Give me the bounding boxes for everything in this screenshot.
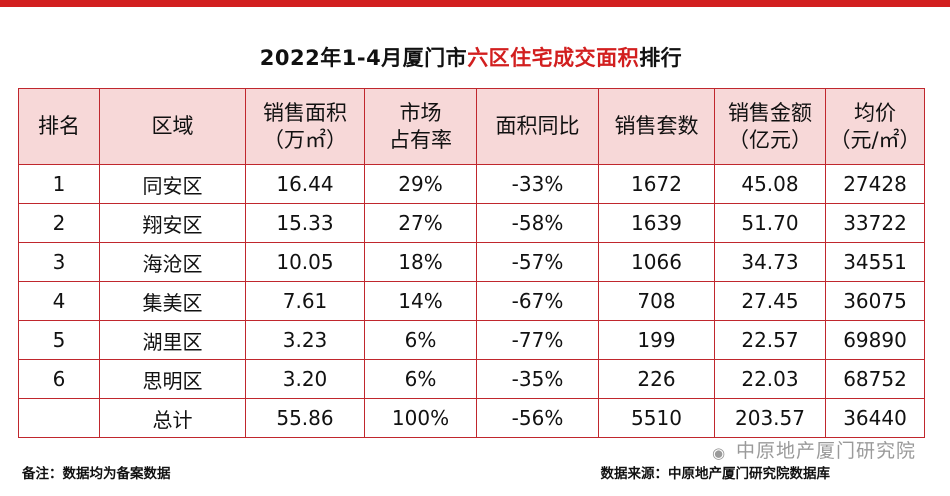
header-cell: 销售金额 （亿元） (714, 88, 826, 165)
table-cell: 226 (598, 359, 715, 399)
table-cell: 思明区 (99, 359, 246, 399)
table-cell: 22.03 (714, 359, 826, 399)
table-body: 1 同安区 16.44 29% -33% 1672 45.08 27428 2 翔安区 15.33 2… (18, 164, 925, 438)
table-cell: 69890 (825, 320, 925, 360)
table-row: 4 集美区 7.61 14% -67% 708 27.45 36075 (18, 281, 925, 321)
table-cell: 海沧区 (99, 242, 246, 282)
table-cell: -33% (476, 164, 599, 204)
header-label: 销售面积 (263, 100, 347, 125)
table-cell: 36440 (825, 398, 925, 438)
table-cell: -58% (476, 203, 599, 243)
table-cell (18, 398, 100, 438)
table-cell: 1672 (598, 164, 715, 204)
table-row: 6 思明区 3.20 6% -35% 226 22.03 68752 (18, 359, 925, 399)
table-cell: 34551 (825, 242, 925, 282)
table-cell: 集美区 (99, 281, 246, 321)
header-cell: 均价 （元/㎡） (825, 88, 925, 165)
ranking-table: 排名 区域 销售面积 （万㎡） 市场 占有率 面积同比 销售套数 销售金额 （亿元） 均价 （元/㎡）… (18, 88, 925, 438)
table-cell: -77% (476, 320, 599, 360)
header-cell: 面积同比 (476, 88, 599, 165)
title-suffix: 排行 (639, 46, 683, 70)
table-cell: 3 (18, 242, 100, 282)
table-cell: 10.05 (245, 242, 365, 282)
table-cell: 7.61 (245, 281, 365, 321)
table-row: 总计 55.86 100% -56% 5510 203.57 36440 (18, 398, 925, 438)
header-label: 均价 (854, 100, 896, 125)
table-cell: 27428 (825, 164, 925, 204)
table-cell: 1066 (598, 242, 715, 282)
table-cell: 55.86 (245, 398, 365, 438)
table-cell: 3.23 (245, 320, 365, 360)
table-cell: 1 (18, 164, 100, 204)
header-label: （万㎡） (263, 127, 347, 152)
header-cell: 销售面积 （万㎡） (245, 88, 365, 165)
top-accent-bar (0, 0, 950, 7)
header-cell: 市场 占有率 (364, 88, 477, 165)
title-highlight: 六区住宅成交面积 (467, 46, 640, 70)
table-cell: 16.44 (245, 164, 365, 204)
table-row: 1 同安区 16.44 29% -33% 1672 45.08 27428 (18, 164, 925, 204)
table-cell: 33722 (825, 203, 925, 243)
table-cell: 27.45 (714, 281, 826, 321)
table-cell: 2 (18, 203, 100, 243)
table-cell: 14% (364, 281, 477, 321)
table-cell: 总计 (99, 398, 246, 438)
header-label: 排名 (38, 114, 80, 138)
watermark: ◉ 中原地产厦门研究院 (712, 436, 916, 463)
table-cell: 5 (18, 320, 100, 360)
header-label: 区域 (151, 114, 194, 138)
table-cell: 27% (364, 203, 477, 243)
footer-source: 数据来源：中原地产厦门研究院数据库 (600, 466, 831, 482)
table-cell: 翔安区 (99, 203, 246, 243)
table-cell: 18% (364, 242, 477, 282)
header-label: 面积同比 (495, 114, 580, 138)
table-cell: 15.33 (245, 203, 365, 243)
table-cell: 22.57 (714, 320, 826, 360)
table-cell: 51.70 (714, 203, 826, 243)
header-label: （元/㎡） (829, 127, 921, 152)
table-cell: -67% (476, 281, 599, 321)
wechat-icon: ◉ (711, 444, 727, 462)
header-label: 销售金额 (728, 100, 812, 125)
table-cell: 29% (364, 164, 477, 204)
table-cell: -57% (476, 242, 599, 282)
header-row: 排名 区域 销售面积 （万㎡） 市场 占有率 面积同比 销售套数 销售金额 （亿元） 均价 （元/㎡） (18, 88, 925, 165)
header-label: 市场 (399, 100, 442, 125)
table-cell: 45.08 (714, 164, 826, 204)
table-cell: 203.57 (714, 398, 826, 438)
title-prefix: 2022年1-4月厦门市 (259, 46, 468, 70)
table-cell: 湖里区 (99, 320, 246, 360)
table-cell: 6% (364, 359, 477, 399)
table-cell: 100% (364, 398, 477, 438)
header-label: 销售套数 (614, 114, 699, 138)
header-label: （亿元） (728, 127, 812, 152)
table-cell: 5510 (598, 398, 715, 438)
table-cell: 4 (18, 281, 100, 321)
table-cell: 6 (18, 359, 100, 399)
table-cell: -35% (476, 359, 599, 399)
table-title: 2022年1-4月厦门市六区住宅成交面积排行 (18, 33, 924, 83)
table-row: 5 湖里区 3.23 6% -77% 199 22.57 69890 (18, 320, 925, 360)
table-cell: 199 (598, 320, 715, 360)
table-cell: -56% (476, 398, 599, 438)
table-cell: 34.73 (714, 242, 826, 282)
header-label: 占有率 (389, 127, 452, 152)
table-cell: 708 (598, 281, 715, 321)
footer-note: 备注：数据均为备案数据 (22, 466, 171, 482)
table-cell: 68752 (825, 359, 925, 399)
table-row: 3 海沧区 10.05 18% -57% 1066 34.73 34551 (18, 242, 925, 282)
table-cell: 1639 (598, 203, 715, 243)
watermark-text: 中原地产厦门研究院 (735, 440, 916, 462)
header-cell: 区域 (99, 88, 246, 165)
header-cell: 销售套数 (598, 88, 715, 165)
table-cell: 同安区 (99, 164, 246, 204)
table-cell: 3.20 (245, 359, 365, 399)
table-row: 2 翔安区 15.33 27% -58% 1639 51.70 33722 (18, 203, 925, 243)
table-cell: 6% (364, 320, 477, 360)
header-cell: 排名 (18, 88, 100, 165)
table-cell: 36075 (825, 281, 925, 321)
